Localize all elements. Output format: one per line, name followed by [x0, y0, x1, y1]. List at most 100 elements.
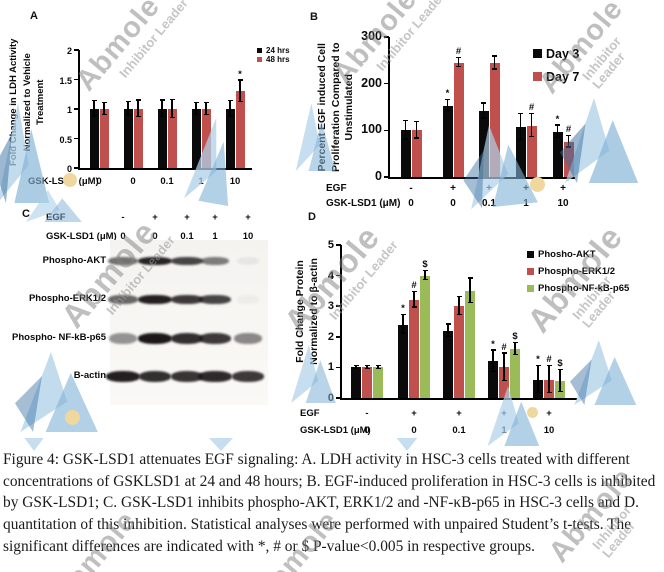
bar [465, 290, 475, 398]
error-bar-cap [353, 367, 359, 369]
bar [400, 130, 411, 177]
axis-tick-label: 100 [361, 122, 382, 137]
protein-band [198, 332, 232, 344]
error-bar-cap [193, 113, 199, 115]
bar [235, 91, 245, 168]
bar [454, 306, 464, 398]
panel-d-letter: D [308, 211, 316, 223]
panel-a-y-axis-label: Fold Change in LDH Activity Normalized to… [7, 22, 48, 182]
axis-category-value: 0 [152, 231, 158, 242]
protein-band [138, 370, 172, 382]
error-bar-cap [159, 115, 165, 118]
error-bar-cap [512, 341, 518, 343]
error-bar-cap [467, 301, 473, 304]
legend-swatch [257, 57, 262, 62]
error-bar-cap [91, 100, 97, 102]
yellow-dot-decoration [65, 410, 80, 425]
protein-band [138, 332, 172, 344]
axis-tick [74, 137, 79, 140]
axis-category-value: + [212, 212, 218, 223]
protein-band [108, 294, 138, 304]
axis-category-value: + [184, 212, 190, 223]
axis-category-value: + [450, 183, 456, 194]
error-bar-cap [375, 367, 381, 369]
bar [510, 349, 520, 398]
y-axis-label-line: Proliferation Compared to [329, 42, 342, 173]
error-bar-cap [456, 314, 462, 316]
significance-marker: # [528, 102, 535, 113]
error-bar-cap [456, 295, 462, 298]
legend-label: 24 hrs [266, 46, 290, 55]
axis-tick [74, 49, 79, 51]
error-bar-cap [445, 335, 451, 337]
error-bar [355, 365, 357, 369]
y-axis-label-line: Unstimulated [342, 74, 355, 141]
axis-category-value: 0 [364, 425, 370, 436]
y-axis-label-line: Percent EGF induced Cell [315, 43, 328, 172]
error-bar-cap [159, 99, 165, 101]
error-bar-cap [353, 364, 359, 366]
error-bar-cap [445, 98, 450, 100]
axis-category-value: 0 [408, 198, 414, 209]
bar [411, 130, 422, 177]
error-bar-cap [490, 349, 496, 351]
error-bar-cap [403, 138, 408, 140]
protein-band [236, 257, 260, 265]
significance-marker: # [565, 124, 572, 136]
bar [123, 109, 133, 168]
axis-tick [336, 244, 341, 246]
legend-swatch [527, 251, 534, 258]
axis-tick [384, 82, 389, 85]
significance-marker: # [501, 341, 507, 353]
panel-b-letter: B [310, 11, 318, 23]
bar [167, 109, 177, 168]
y-axis-label-line: Fold Change Protein [294, 260, 306, 363]
error-bar-cap [125, 114, 131, 117]
bar [398, 324, 408, 398]
axis-row-label: EGF [46, 212, 66, 223]
axis-tick-label: 1 [327, 361, 334, 374]
error-bar-cap [411, 306, 417, 308]
bar [443, 330, 453, 398]
error-bar-cap [364, 367, 370, 369]
error-bar-cap [400, 332, 406, 334]
error-bar [559, 370, 561, 392]
axis-category-value: 0 [120, 231, 126, 242]
error-bar-cap [227, 115, 233, 117]
error-bar-cap [481, 102, 486, 104]
error-bar-cap [501, 352, 507, 354]
error-bar-cap [400, 314, 406, 316]
error-bar [447, 324, 449, 337]
axis-category-value: + [501, 408, 507, 419]
error-bar-cap [557, 390, 563, 392]
significance-marker: * [491, 338, 495, 350]
error-bar [103, 103, 105, 115]
figure-caption: Figure 4: GSK-LSD1 attenuates EGF signal… [3, 451, 656, 555]
legend-swatch [527, 285, 534, 292]
error-bar [404, 121, 407, 140]
legend-item: Phosho-AKT [527, 246, 629, 263]
axis-category-value: + [560, 183, 566, 194]
error-bar-cap [529, 112, 534, 114]
error-bar [93, 101, 95, 117]
legend-swatch [527, 268, 534, 275]
legend-swatch [533, 49, 542, 58]
band-row-label: Phospho-AKT [42, 255, 106, 266]
bar [409, 300, 419, 398]
legend-item: 24 hrs [257, 46, 290, 55]
axis-tick-label: 1.5 [59, 75, 72, 86]
error-bar [205, 103, 207, 115]
bar [89, 109, 99, 168]
legend-item: 48 hrs [257, 55, 290, 64]
axis-category-value: + [245, 212, 251, 223]
abmole-logo-triangle-icon [570, 340, 637, 405]
y-axis-label-line: Normalized to β-actin [307, 258, 320, 365]
y-axis-label-line: Treatment [34, 79, 46, 125]
error-bar-cap [535, 392, 541, 394]
axis-category-value: 0 [96, 176, 102, 187]
error-bar-cap [237, 100, 243, 102]
axis-tick-label: 2 [66, 46, 72, 56]
error-bar [514, 342, 516, 356]
error-bar [519, 114, 522, 141]
protein-band [106, 370, 140, 382]
